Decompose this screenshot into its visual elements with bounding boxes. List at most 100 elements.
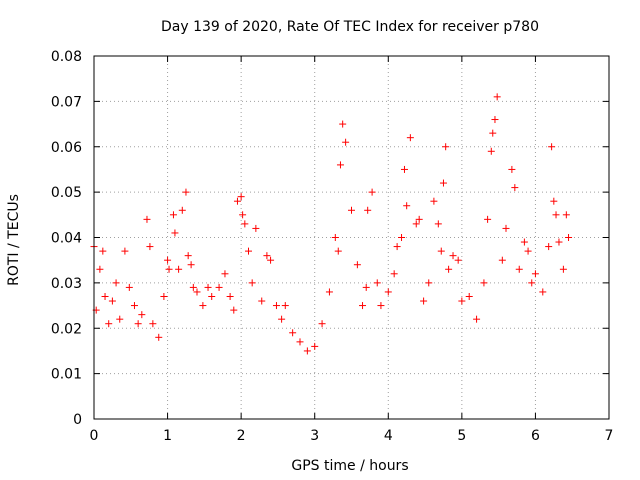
data-point xyxy=(160,292,168,300)
data-point xyxy=(480,279,488,287)
data-point xyxy=(226,292,234,300)
data-point xyxy=(520,238,528,246)
data-point xyxy=(524,247,532,255)
data-point xyxy=(101,292,109,300)
data-points xyxy=(90,93,573,355)
data-point xyxy=(252,224,260,232)
y-tick-label: 0.08 xyxy=(51,49,82,65)
data-point xyxy=(384,288,392,296)
data-point xyxy=(390,270,398,278)
chart-title: Day 139 of 2020, Rate Of TEC Index for r… xyxy=(161,19,539,35)
data-point xyxy=(303,347,311,355)
data-point xyxy=(508,165,516,173)
data-point xyxy=(164,256,172,264)
data-point xyxy=(296,338,304,346)
data-point xyxy=(169,211,177,219)
data-point xyxy=(437,247,445,255)
data-point xyxy=(511,184,519,192)
data-point xyxy=(403,202,411,210)
data-point xyxy=(555,238,563,246)
y-tick-label: 0.01 xyxy=(51,367,82,383)
data-point xyxy=(442,143,450,151)
data-point xyxy=(239,211,247,219)
data-point xyxy=(184,252,192,260)
data-point xyxy=(552,211,560,219)
data-point xyxy=(263,252,271,260)
data-point xyxy=(398,234,406,241)
data-point xyxy=(515,265,523,273)
data-point xyxy=(208,292,216,300)
plot-frame xyxy=(93,55,610,420)
data-point xyxy=(233,197,241,205)
data-point xyxy=(187,261,195,269)
data-point xyxy=(565,234,573,241)
x-axis-label: GPS time / hours xyxy=(291,458,408,474)
data-point xyxy=(434,220,442,228)
data-point xyxy=(406,134,414,142)
data-point xyxy=(311,342,319,350)
y-tick-label: 0.06 xyxy=(51,140,82,156)
data-point xyxy=(134,320,142,328)
data-point xyxy=(548,143,556,151)
data-point xyxy=(221,270,229,278)
data-point xyxy=(465,292,473,300)
data-point xyxy=(502,224,510,232)
x-tick-label: 1 xyxy=(163,428,172,444)
data-point xyxy=(281,302,289,310)
x-tick-label: 0 xyxy=(90,428,99,444)
data-point xyxy=(487,147,495,155)
data-point xyxy=(491,116,499,124)
data-point xyxy=(99,247,107,255)
data-point xyxy=(412,220,420,228)
data-point xyxy=(531,270,539,278)
data-point xyxy=(165,265,173,273)
data-point xyxy=(146,243,154,251)
y-tick-label: 0.04 xyxy=(51,231,82,247)
data-point xyxy=(415,215,423,223)
data-point xyxy=(258,297,266,305)
data-point xyxy=(342,138,350,146)
data-point xyxy=(105,320,113,328)
y-tick-label: 0.03 xyxy=(51,276,82,292)
data-point xyxy=(278,315,286,323)
data-point xyxy=(377,302,385,310)
data-point xyxy=(484,215,492,223)
x-tick-labels: 0 1 2 3 4 5 6 7 xyxy=(90,428,614,444)
y-tick-label: 0.02 xyxy=(51,321,82,337)
data-point xyxy=(498,256,506,264)
data-point xyxy=(562,211,570,219)
data-point xyxy=(550,197,558,205)
data-point xyxy=(331,234,339,241)
data-point xyxy=(362,283,370,291)
data-point xyxy=(339,120,347,128)
data-point xyxy=(445,265,453,273)
x-tick-label: 2 xyxy=(237,428,246,444)
data-point xyxy=(241,220,249,228)
data-point xyxy=(493,93,501,101)
x-tick-label: 7 xyxy=(605,428,614,444)
data-point xyxy=(334,247,342,255)
data-point xyxy=(171,229,179,237)
data-point xyxy=(112,279,120,287)
data-point xyxy=(439,179,447,187)
y-tick-label: 0.07 xyxy=(51,94,82,110)
data-point xyxy=(289,329,297,337)
y-tick-label: 0 xyxy=(73,412,82,428)
data-point xyxy=(539,288,547,296)
data-point xyxy=(267,256,275,264)
data-point xyxy=(336,161,344,169)
data-point xyxy=(237,193,245,201)
data-point xyxy=(189,283,197,291)
data-point xyxy=(559,265,567,273)
data-point xyxy=(272,302,280,310)
data-point xyxy=(143,215,151,223)
data-point xyxy=(359,302,367,310)
data-point xyxy=(204,283,212,291)
data-point xyxy=(215,283,223,291)
data-point xyxy=(155,333,163,341)
data-point xyxy=(96,265,104,273)
data-point xyxy=(373,279,381,287)
data-point xyxy=(458,297,466,305)
data-point xyxy=(420,297,428,305)
